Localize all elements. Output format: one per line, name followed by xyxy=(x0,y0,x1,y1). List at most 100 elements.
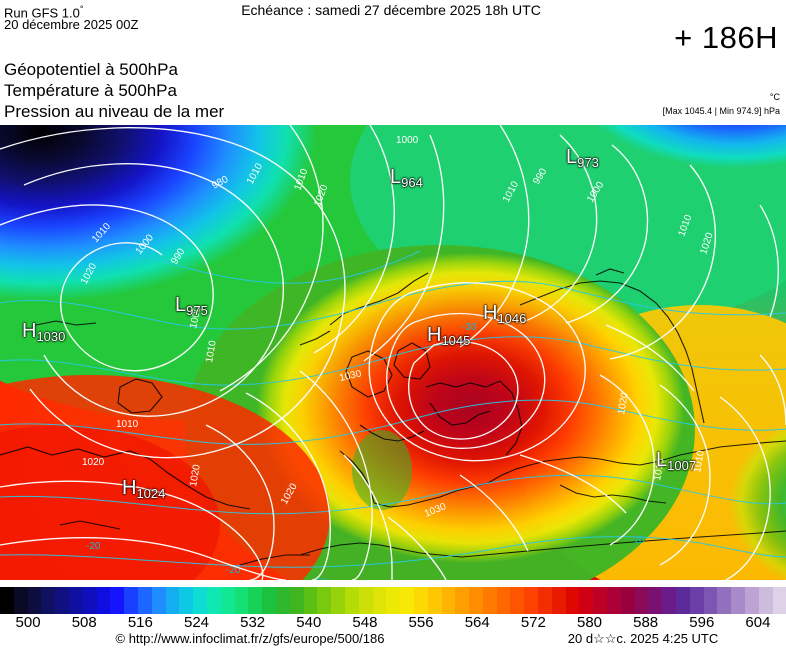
colorbar-tick-572: 572 xyxy=(520,614,546,631)
colorbar-swatch xyxy=(179,587,194,614)
isotherm-label-minus20-b: -20 xyxy=(226,565,241,576)
colorbar-swatch xyxy=(620,587,635,614)
isobar-label-1010-g: 1010 xyxy=(116,419,139,430)
pressure-symbol: H xyxy=(22,320,37,342)
colorbar-swatch xyxy=(662,587,677,614)
colorbar-swatch xyxy=(275,587,290,614)
colorbar-swatch xyxy=(648,587,663,614)
colorbar-tick-548: 548 xyxy=(352,614,378,631)
colorbar-swatch xyxy=(524,587,539,614)
colorbar-swatch xyxy=(68,587,83,614)
pressure-centre-low-1007: L1007 xyxy=(656,450,696,472)
pressure-symbol: H xyxy=(122,477,137,499)
colorbar-swatch xyxy=(331,587,345,614)
isotherm-label-minus30: -30 xyxy=(462,322,477,333)
pressure-symbol: H xyxy=(483,302,498,324)
colorbar-swatch xyxy=(206,587,221,614)
model-run-date: 20 décembre 2025 00Z xyxy=(4,17,139,32)
colorbar-swatch xyxy=(538,587,552,614)
pressure-value: 964 xyxy=(401,175,423,191)
isobar-contours xyxy=(0,125,786,580)
isobar-label-1010-i: 1010 xyxy=(692,449,707,473)
parameter-line-geopotential: Géopotentiel à 500hPa xyxy=(4,60,178,79)
colorbar-swatch xyxy=(703,587,718,614)
footer-generated-time: 20 d☆☆c. 2025 4:25 UTC xyxy=(567,631,719,646)
chart-footer: © http://www.infoclimat.fr/z/gfs/europe/… xyxy=(0,630,786,648)
map-canvas: -30 -20 -20 -20 -20 -10 0 xyxy=(0,125,786,580)
pressure-value: 1045 xyxy=(441,333,471,349)
colorbar-swatch xyxy=(82,587,97,614)
footer-credit-link[interactable]: © http://www.infoclimat.fr/z/gfs/europe/… xyxy=(115,631,385,646)
colorbar-swatch xyxy=(551,587,566,614)
isobar-label-1030: 1030 xyxy=(338,368,362,383)
pressure-centre-low-973: L973 xyxy=(566,147,599,169)
minmax-label: [Max 1045.4 | Min 974.9] hPa xyxy=(662,106,780,116)
colorbar-swatch xyxy=(27,587,42,614)
colorbar-swatch xyxy=(482,587,497,614)
colorbar-tick-588: 588 xyxy=(633,614,659,631)
parameter-line-mslp: Pression au niveau de la mer xyxy=(4,102,225,121)
pressure-value: 1024 xyxy=(136,486,166,502)
weather-map[interactable]: -30 -20 -20 -20 -20 -10 0 xyxy=(0,125,786,580)
isobar-label-1020-g: 1020 xyxy=(616,391,631,415)
colorbar-swatch xyxy=(344,587,359,614)
isobar-label-1020-e: 1020 xyxy=(188,463,203,487)
colorbar-swatch xyxy=(400,587,414,614)
colorbar-swatch xyxy=(634,587,649,614)
pressure-centre-low-964: L964 xyxy=(390,167,423,189)
colorbar-swatch xyxy=(193,587,207,614)
pressure-symbol: L xyxy=(390,166,402,188)
colorbar-tick-556: 556 xyxy=(408,614,434,631)
isotherm-labels: -30 -20 -20 -20 -20 -10 0 xyxy=(86,322,645,580)
colorbar-swatch xyxy=(427,587,442,614)
colorbar-tick-508: 508 xyxy=(71,614,97,631)
pressure-value: 1030 xyxy=(36,329,66,345)
colorbar-swatch xyxy=(372,587,387,614)
colorbar-tick-516: 516 xyxy=(127,614,153,631)
degree-symbol: ° xyxy=(79,4,84,14)
colorbar-swatch xyxy=(110,587,125,614)
colorbar-tick-labels: 500 508 516 524 532 540 548 556 564 572 580 588 596 6… xyxy=(0,614,786,636)
isobar-label-1010-h: 1010 xyxy=(652,457,667,481)
pressure-value: 975 xyxy=(186,303,208,319)
colorbar-swatch xyxy=(565,587,580,614)
unit-label-celsius: °C xyxy=(769,92,780,102)
parameter-line-temperature: Température à 500hPa xyxy=(4,81,177,100)
colorbar-swatch xyxy=(510,587,525,614)
lead-time-label: + 186H xyxy=(674,20,778,55)
isobar-label-1000-d: 1000 xyxy=(188,305,203,329)
colorbar-swatch xyxy=(496,587,511,614)
isotherm-label-minus20-a: -20 xyxy=(86,541,101,552)
colorbar xyxy=(0,587,786,614)
isobar-label-1000-b: 1000 xyxy=(396,135,419,146)
colorbar-tick-532: 532 xyxy=(240,614,266,631)
colorbar-tick-580: 580 xyxy=(576,614,603,631)
colorbar-swatch xyxy=(758,587,773,614)
colorbar-swatch xyxy=(41,587,56,614)
colorbar-swatch xyxy=(96,587,111,614)
isobar-label-1020-d: 1020 xyxy=(82,457,105,468)
colorbar-swatch xyxy=(124,587,138,614)
colorbar-tick-540: 540 xyxy=(296,614,322,631)
colorbar-tick-564: 564 xyxy=(464,614,490,631)
colorbar-swatch xyxy=(289,587,304,614)
colorbar-swatch xyxy=(731,587,746,614)
isobar-label-1010-f: 1010 xyxy=(204,339,219,363)
colorbar-swatch xyxy=(262,587,276,614)
isotherm-contours xyxy=(0,250,786,568)
colorbar-swatch xyxy=(579,587,594,614)
colorbar-tick-604: 604 xyxy=(745,614,771,631)
isotherm-label-minus10: -10 xyxy=(630,535,645,546)
colorbar-swatch xyxy=(317,587,332,614)
colorbar-swatch xyxy=(165,587,180,614)
coastlines xyxy=(0,268,786,566)
colorbar-swatch xyxy=(151,587,166,614)
colorbar-swatch xyxy=(220,587,235,614)
valid-time-label: Echéance : samedi 27 décembre 2025 18h U… xyxy=(241,2,541,18)
colorbar-swatch xyxy=(13,587,28,614)
colorbar-swatch xyxy=(717,587,732,614)
colorbar-swatch xyxy=(441,587,456,614)
chart-header: Run GFS 1.0° 20 décembre 2025 00Z Echéan… xyxy=(0,0,786,125)
colorbar-tick-500: 500 xyxy=(15,614,41,631)
